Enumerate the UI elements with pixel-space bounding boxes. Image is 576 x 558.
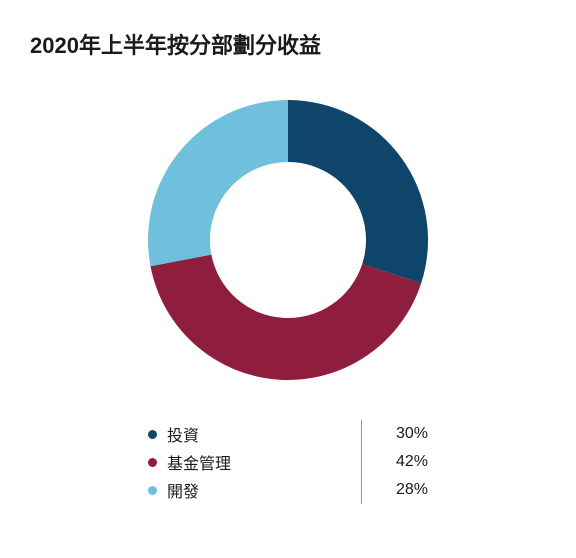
donut-slice bbox=[148, 100, 288, 266]
legend-left: 基金管理 bbox=[148, 450, 343, 474]
legend-label: 開發 bbox=[167, 478, 199, 502]
legend-dot-icon bbox=[148, 486, 157, 495]
legend-left: 開發 bbox=[148, 478, 343, 502]
chart-container bbox=[30, 90, 546, 390]
legend-label: 投資 bbox=[167, 422, 199, 446]
legend-row: 開發 28% bbox=[148, 476, 428, 504]
legend-value: 28% bbox=[380, 481, 428, 499]
legend-left: 投資 bbox=[148, 422, 343, 446]
legend-label: 基金管理 bbox=[167, 450, 231, 474]
chart-title: 2020年上半年按分部劃分收益 bbox=[30, 28, 546, 60]
legend-row: 基金管理 42% bbox=[148, 448, 428, 476]
legend-divider bbox=[361, 420, 362, 448]
legend-value: 30% bbox=[380, 425, 428, 443]
legend-divider bbox=[361, 448, 362, 476]
donut-chart bbox=[138, 90, 438, 390]
legend-divider bbox=[361, 476, 362, 504]
legend-dot-icon bbox=[148, 458, 157, 467]
legend-row: 投資 30% bbox=[148, 420, 428, 448]
legend: 投資 30% 基金管理 42% 開發 28% bbox=[148, 420, 428, 504]
legend-dot-icon bbox=[148, 430, 157, 439]
donut-slice bbox=[288, 100, 428, 283]
donut-slice bbox=[150, 255, 421, 380]
legend-value: 42% bbox=[380, 453, 428, 471]
